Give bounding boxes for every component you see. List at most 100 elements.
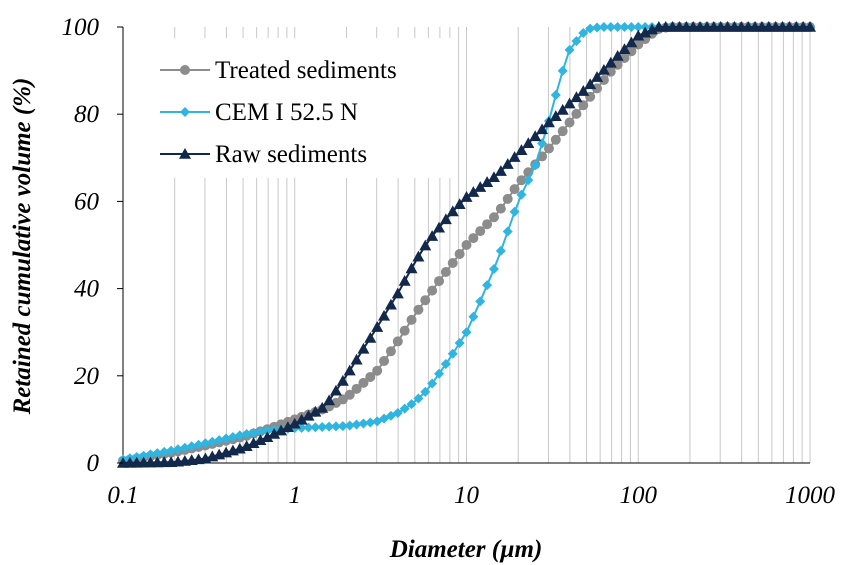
x-tick-label: 0.1 xyxy=(107,482,138,509)
data-point xyxy=(344,420,355,431)
data-point xyxy=(557,126,568,137)
data-point xyxy=(453,198,466,210)
data-point xyxy=(598,75,609,86)
data-point xyxy=(309,405,322,417)
data-point xyxy=(365,417,376,428)
data-point xyxy=(570,91,583,103)
data-point xyxy=(529,130,542,142)
data-point xyxy=(494,165,507,176)
data-point xyxy=(516,175,527,186)
data-point xyxy=(358,377,369,388)
legend: Treated sediments CEM I 52.5 N Raw sedimen… xyxy=(160,57,397,168)
legend-marker xyxy=(179,148,191,159)
data-point xyxy=(420,386,431,397)
data-point xyxy=(468,233,479,244)
data-point xyxy=(468,311,479,322)
data-point xyxy=(234,430,245,441)
data-point xyxy=(605,22,616,32)
data-point xyxy=(317,421,328,432)
data-point xyxy=(399,403,410,414)
data-point xyxy=(447,258,458,269)
data-point xyxy=(255,426,266,437)
data-point xyxy=(612,22,623,32)
data-point xyxy=(501,158,514,169)
data-point xyxy=(439,213,452,225)
data-point xyxy=(509,206,520,217)
data-point xyxy=(440,359,451,370)
data-point xyxy=(392,408,403,419)
legend-marker xyxy=(180,107,190,117)
data-point xyxy=(330,421,341,432)
data-point xyxy=(302,409,315,421)
data-point xyxy=(426,230,439,241)
data-point xyxy=(159,446,170,457)
data-point xyxy=(571,36,582,47)
data-point xyxy=(536,123,549,135)
data-point xyxy=(358,418,369,429)
data-point xyxy=(371,321,384,332)
data-point xyxy=(522,137,535,149)
data-point xyxy=(350,353,363,365)
data-point xyxy=(495,245,506,256)
data-point xyxy=(454,337,465,348)
data-point xyxy=(427,378,438,389)
data-point xyxy=(639,26,652,38)
legend-label: CEM I 52.5 N xyxy=(215,99,358,126)
data-point xyxy=(254,434,267,446)
data-point xyxy=(420,295,431,306)
data-point xyxy=(399,325,410,336)
legend-item: CEM I 52.5 N xyxy=(160,99,358,126)
data-point xyxy=(303,422,314,433)
data-point xyxy=(804,21,816,32)
data-point xyxy=(200,438,211,449)
x-axis-title: Diameter (µm) xyxy=(389,536,543,563)
data-point xyxy=(336,374,349,386)
data-point xyxy=(461,327,472,338)
data-point xyxy=(281,421,294,432)
data-point xyxy=(584,78,597,90)
data-point xyxy=(296,422,307,433)
data-point xyxy=(502,193,513,204)
data-point xyxy=(577,85,590,96)
data-point xyxy=(240,440,253,451)
data-point xyxy=(619,22,630,32)
data-point xyxy=(419,239,432,251)
data-point xyxy=(632,29,645,41)
data-point xyxy=(487,171,500,183)
data-point xyxy=(413,304,424,315)
data-point xyxy=(385,346,396,357)
legend-marker xyxy=(180,65,190,75)
data-point xyxy=(474,181,487,192)
data-point xyxy=(585,23,596,34)
data-point xyxy=(475,296,486,307)
data-point xyxy=(592,83,603,94)
data-point xyxy=(488,263,499,274)
data-point xyxy=(316,401,329,413)
data-point xyxy=(488,212,499,223)
data-point xyxy=(475,226,486,237)
data-point xyxy=(351,383,362,394)
data-point xyxy=(542,116,555,128)
data-point xyxy=(351,419,362,430)
data-point xyxy=(454,249,465,260)
data-point xyxy=(482,219,493,230)
data-point xyxy=(365,371,376,382)
data-point xyxy=(378,309,391,321)
data-point xyxy=(268,427,281,439)
data-point xyxy=(633,22,644,32)
data-point xyxy=(186,441,197,452)
data-point xyxy=(625,36,638,48)
data-point xyxy=(557,65,568,76)
data-point xyxy=(481,176,494,187)
series-raw-sediments xyxy=(117,21,816,468)
data-point xyxy=(275,424,288,436)
data-point xyxy=(502,226,513,237)
data-point xyxy=(495,203,506,214)
series-layer xyxy=(117,21,816,468)
data-point xyxy=(592,22,603,33)
data-point xyxy=(434,368,445,379)
data-point xyxy=(172,444,183,455)
data-point xyxy=(598,22,609,32)
data-point xyxy=(357,342,370,354)
